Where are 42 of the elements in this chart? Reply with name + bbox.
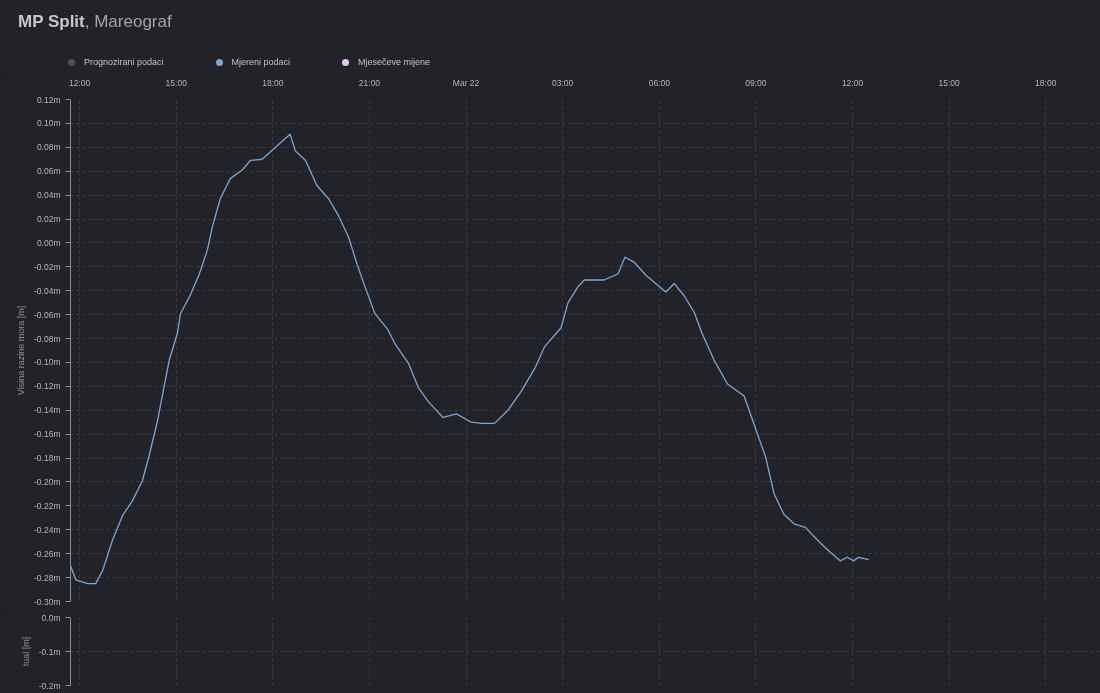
y-tick-label: -0.24m [34,524,61,535]
y-tick-label: -0.10m [34,357,61,368]
y-tick-label: -0.30m [34,596,61,607]
y-tick-label: -0.12m [34,381,61,392]
y-tick-label: -0.18m [34,453,61,464]
y-tick-label: 0.00m [36,237,61,248]
x-tick-label: 15:00 [938,77,961,88]
chart-title: MP Split, Mareograf [18,12,172,31]
y-tick-label: -0.16m [34,429,61,440]
legend-label: Mjereni podaci [231,56,291,68]
x-tick-label: 03:00 [552,77,574,88]
y-tick-label: -0.20m [34,476,61,487]
y-tick-label: 0.0m [41,612,61,623]
y-tick-label: -0.06m [34,309,61,320]
x-tick-label: 15:00 [165,77,188,88]
legend-label: Prognozirani podaci [84,56,164,68]
y-tick-label: -0.2m [38,680,61,691]
y-tick-label: -0.1m [38,646,61,657]
y-tick-label: 0.06m [36,166,61,177]
y-tick-label: -0.14m [34,405,61,416]
y-tick-label: 0.02m [36,214,61,225]
x-tick-label: 12:00 [68,77,91,88]
x-tick-label: 18:00 [1035,77,1057,88]
x-tick-label: 12:00 [841,77,864,88]
y-tick-label: 0.04m [36,190,61,201]
y-tick-label: 0.10m [36,118,61,129]
y-tick-label: -0.26m [34,548,61,559]
y-tick-label: -0.04m [34,285,61,296]
y-axis-title: Visina razine mora [m] [16,305,27,396]
y-tick-label: -0.08m [34,333,61,344]
y-tick-label: 0.12m [36,94,61,105]
x-tick-label: 06:00 [648,77,671,88]
legend-label: Mjesečeve mijene [358,56,431,68]
x-tick-label: 09:00 [745,77,767,88]
y-tick-label: -0.02m [34,261,61,272]
y-axis-title: tual [m] [20,636,31,667]
x-tick-label: 21:00 [358,77,381,88]
x-tick-label: 18:00 [262,77,284,88]
y-tick-label: -0.22m [34,500,61,511]
x-tick-label: Mar 22 [452,77,480,88]
y-tick-label: 0.08m [36,142,61,153]
y-tick-label: -0.28m [34,572,61,583]
